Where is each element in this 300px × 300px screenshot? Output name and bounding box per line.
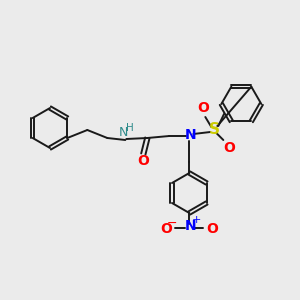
Text: +: + — [192, 215, 201, 225]
Text: O: O — [137, 154, 149, 168]
Text: N: N — [184, 128, 196, 142]
Text: −: − — [167, 217, 178, 230]
Text: H: H — [126, 123, 134, 133]
Text: O: O — [160, 222, 172, 236]
Text: O: O — [224, 141, 235, 155]
Text: N: N — [184, 219, 196, 233]
Text: N: N — [118, 127, 128, 140]
Text: O: O — [197, 101, 209, 115]
Text: S: S — [209, 122, 220, 137]
Text: O: O — [206, 222, 218, 236]
